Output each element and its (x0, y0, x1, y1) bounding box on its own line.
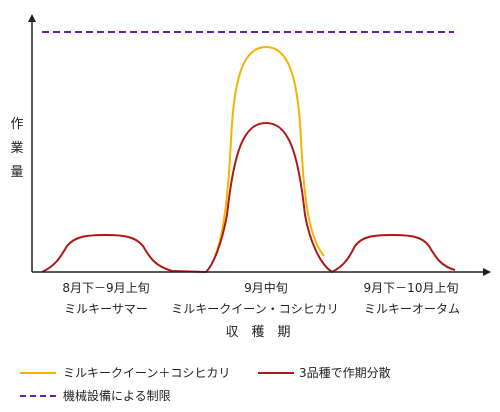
period-date-3: 9月下－10月上旬 (364, 281, 459, 295)
y-axis-label-char-2: 業 (10, 140, 23, 156)
period-variety-1: ミルキーサマー (64, 302, 148, 316)
period-date-1: 8月下－9月上旬 (62, 281, 149, 295)
period-variety-2: ミルキークイーン・コシヒカリ (171, 302, 338, 316)
x-axis-title: 収 穫 期 (225, 325, 290, 340)
legend-machine-limit-label: 機械設備による制限 (63, 388, 171, 403)
legend-three-varieties-label: 3品種で作期分散 (299, 365, 391, 380)
y-axis-label-char-1: 作 (10, 117, 23, 132)
legend: ミルキークイーン＋コシヒカリ 3品種で作期分散 機械設備による制限 (20, 365, 391, 403)
two-varieties-curve (214, 45, 325, 257)
period-date-2: 9月中旬 (244, 280, 288, 295)
period-variety-3: ミルキーオータム (364, 302, 460, 316)
y-axis-label-char-3: 量 (10, 165, 23, 180)
three-varieties-curve (41, 121, 456, 274)
legend-two-varieties-label: ミルキークイーン＋コシヒカリ (63, 366, 230, 380)
